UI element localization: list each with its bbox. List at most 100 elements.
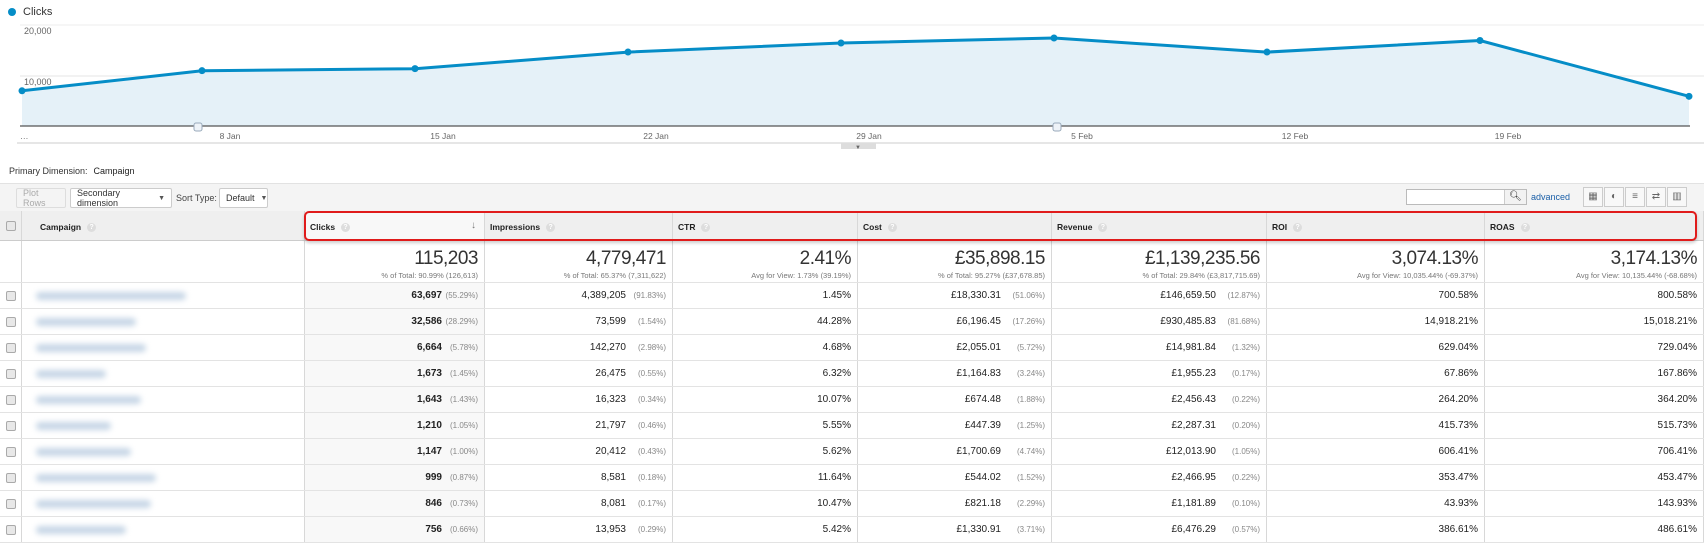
chart-collapse-handle[interactable] <box>841 143 876 149</box>
row-select-cell[interactable] <box>0 387 22 412</box>
select-all-checkbox[interactable] <box>6 221 16 231</box>
help-icon[interactable]: ? <box>701 223 711 233</box>
column-header-ctr[interactable]: CTR? <box>673 211 858 240</box>
column-header-impressions[interactable]: Impressions? <box>485 211 673 240</box>
value-clicks: 1,147 <box>416 446 442 457</box>
pie-icon[interactable]: ◐ <box>1604 187 1624 207</box>
row-checkbox[interactable] <box>6 473 16 483</box>
value-roi: 67.86% <box>1444 368 1478 379</box>
campaign-name-redacted[interactable] <box>36 396 141 404</box>
cell-impressions: 142,270 (2.98%) <box>485 335 673 360</box>
row-checkbox[interactable] <box>6 499 16 509</box>
campaign-cell[interactable] <box>22 413 305 438</box>
campaign-name-redacted[interactable] <box>36 422 111 430</box>
sort-descending-icon[interactable]: ↓ <box>471 220 476 231</box>
annotation-marker-icon[interactable] <box>1052 122 1062 132</box>
help-icon[interactable]: ? <box>1520 223 1530 233</box>
plot-rows-button[interactable]: Plot Rows <box>16 188 66 208</box>
cell-clicks: 1,210 (1.05%) <box>305 413 485 438</box>
row-select-cell[interactable] <box>0 361 22 386</box>
help-icon[interactable]: ? <box>1098 223 1108 233</box>
column-header-campaign[interactable]: Campaign? <box>22 211 305 240</box>
value-revenue: £146,659.50 <box>1160 290 1216 301</box>
comparison-icon[interactable]: ⇄ <box>1646 187 1666 207</box>
row-select-cell[interactable] <box>0 413 22 438</box>
campaign-cell[interactable] <box>22 465 305 490</box>
column-header-label[interactable]: ROAS <box>1490 222 1515 232</box>
total-value: 4,779,471 <box>585 248 667 269</box>
campaign-cell[interactable] <box>22 361 305 386</box>
campaign-name-redacted[interactable] <box>36 292 186 300</box>
campaign-name-redacted[interactable] <box>36 344 146 352</box>
value-ctr: 5.42% <box>822 524 851 535</box>
column-header-cost[interactable]: Cost? <box>858 211 1052 240</box>
campaign-name-redacted[interactable] <box>36 474 156 482</box>
row-select-cell[interactable] <box>0 465 22 490</box>
campaign-cell[interactable] <box>22 387 305 412</box>
percent-impressions: (0.55%) <box>637 369 666 378</box>
cell-cost: £821.18 (2.29%) <box>858 491 1052 516</box>
campaign-cell[interactable] <box>22 491 305 516</box>
help-icon[interactable]: ? <box>887 223 897 233</box>
column-header-label[interactable]: Clicks <box>310 222 336 232</box>
row-checkbox[interactable] <box>6 291 16 301</box>
campaign-cell[interactable] <box>22 439 305 464</box>
sort-type-dropdown[interactable]: Default ▼ <box>219 188 268 208</box>
row-select-cell[interactable] <box>0 439 22 464</box>
campaign-name-redacted[interactable] <box>36 500 151 508</box>
row-select-cell[interactable] <box>0 283 22 308</box>
row-checkbox[interactable] <box>6 395 16 405</box>
table-search-input[interactable]: 🔍︎ <box>1406 189 1527 205</box>
column-header-label[interactable]: Revenue <box>1057 222 1093 232</box>
pivot-icon[interactable]: ▥ <box>1667 187 1687 207</box>
row-checkbox[interactable] <box>6 369 16 379</box>
row-checkbox[interactable] <box>6 343 16 353</box>
campaign-name-redacted[interactable] <box>36 318 136 326</box>
help-icon[interactable]: ? <box>87 223 97 233</box>
column-header-label[interactable]: Impressions <box>490 222 541 232</box>
campaign-name-redacted[interactable] <box>36 526 126 534</box>
help-icon[interactable]: ? <box>341 223 351 233</box>
performance-icon[interactable]: ≡ <box>1625 187 1645 207</box>
column-header-revenue[interactable]: Revenue? <box>1052 211 1267 240</box>
secondary-dimension-dropdown[interactable]: Secondary dimension ▼ <box>70 188 172 208</box>
row-select-cell[interactable] <box>0 335 22 360</box>
annotation-marker-icon[interactable] <box>193 122 203 132</box>
row-checkbox[interactable] <box>6 447 16 457</box>
cell-roi: 415.73% <box>1267 413 1485 438</box>
campaign-cell[interactable] <box>22 309 305 334</box>
column-header-label[interactable]: Cost <box>863 222 882 232</box>
help-icon[interactable]: ? <box>1293 223 1303 233</box>
campaign-cell[interactable] <box>22 335 305 360</box>
percent-cost: (1.88%) <box>1016 395 1045 404</box>
cell-ctr: 5.42% <box>673 517 858 542</box>
row-checkbox[interactable] <box>6 525 16 535</box>
help-icon[interactable]: ? <box>546 223 556 233</box>
row-checkbox[interactable] <box>6 317 16 327</box>
row-select-cell[interactable] <box>0 491 22 516</box>
data-point <box>624 48 632 56</box>
cell-revenue: £1,955.23 (0.17%) <box>1052 361 1267 386</box>
cell-ctr: 10.07% <box>673 387 858 412</box>
data-table-icon[interactable]: ▦ <box>1583 187 1603 207</box>
campaign-cell[interactable] <box>22 283 305 308</box>
campaign-name-redacted[interactable] <box>36 370 106 378</box>
cell-revenue: £2,456.43 (0.22%) <box>1052 387 1267 412</box>
advanced-filter-link[interactable]: advanced <box>1531 192 1571 202</box>
campaign-name-redacted[interactable] <box>36 448 131 456</box>
column-header-label[interactable]: Campaign <box>40 222 82 232</box>
search-icon[interactable]: 🔍︎ <box>1504 190 1526 204</box>
campaign-cell[interactable] <box>22 517 305 542</box>
row-select-cell[interactable] <box>0 309 22 334</box>
select-all-cell[interactable] <box>0 211 22 240</box>
column-header-clicks[interactable]: Clicks? ↓ <box>305 211 485 240</box>
row-checkbox[interactable] <box>6 421 16 431</box>
row-select-cell[interactable] <box>0 517 22 542</box>
value-ctr: 4.68% <box>822 342 851 353</box>
column-header-roi[interactable]: ROI? <box>1267 211 1485 240</box>
data-point <box>1263 48 1271 56</box>
column-header-label[interactable]: CTR <box>678 222 696 232</box>
primary-dimension-value[interactable]: Campaign <box>93 166 135 176</box>
cell-roas: 706.41% <box>1485 439 1704 464</box>
column-header-label[interactable]: ROI <box>1272 222 1288 232</box>
